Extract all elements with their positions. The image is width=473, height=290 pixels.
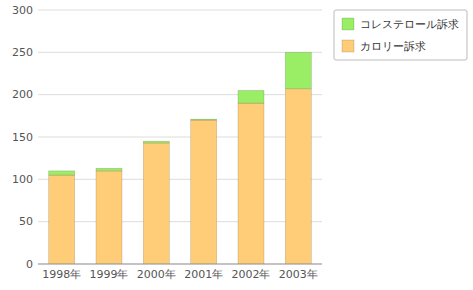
grid-line: [38, 179, 322, 180]
grid-line: [38, 221, 322, 222]
x-axis: 1998年 1999年 2000年 2001年 2002年 2003年: [42, 268, 318, 281]
bars: [49, 52, 312, 264]
chart: コレステロール訴求カロリー訴求0501001502002503001998年19…: [0, 0, 473, 290]
bar: [96, 171, 122, 264]
bar: [49, 171, 75, 175]
y-tick-label: 200: [12, 88, 33, 101]
x-tick-label: 2000年: [137, 268, 176, 281]
legend-swatch: [342, 40, 354, 52]
bar: [238, 90, 264, 103]
grid-line: [38, 52, 322, 53]
y-tick-label: 250: [12, 46, 33, 59]
bar: [191, 120, 217, 264]
grid-line: [38, 94, 322, 95]
bar: [96, 168, 122, 171]
bar: [191, 119, 217, 121]
legend-label: カロリー訴求: [360, 40, 426, 53]
x-axis-line: [38, 264, 322, 265]
y-tick-label: 100: [12, 173, 33, 186]
bar: [49, 175, 75, 264]
legend-swatch: [342, 18, 354, 30]
y-axis: 0 50 100 150 200 250 300: [12, 4, 33, 271]
x-tick-label: 2003年: [279, 268, 318, 281]
y-tick-label: 300: [12, 4, 33, 17]
bar: [285, 52, 311, 88]
y-tick-label: 50: [19, 215, 33, 228]
grid: [38, 10, 322, 264]
bar: [238, 103, 264, 264]
bar: [285, 89, 311, 264]
legend-frame: [334, 10, 467, 60]
y-tick-label: 0: [26, 258, 33, 271]
x-tick-label: 1999年: [90, 268, 129, 281]
legend: コレステロール訴求カロリー訴求: [334, 10, 467, 60]
bar: [143, 141, 169, 143]
grid-line: [38, 10, 322, 11]
x-tick-label: 1998年: [42, 268, 81, 281]
x-tick-label: 2002年: [232, 268, 271, 281]
bar: [143, 143, 169, 264]
x-tick-label: 2001年: [184, 268, 223, 281]
grid-line: [38, 264, 322, 265]
legend-label: コレステロール訴求: [360, 18, 459, 31]
grid-line: [38, 137, 322, 138]
y-tick-label: 150: [12, 131, 33, 144]
